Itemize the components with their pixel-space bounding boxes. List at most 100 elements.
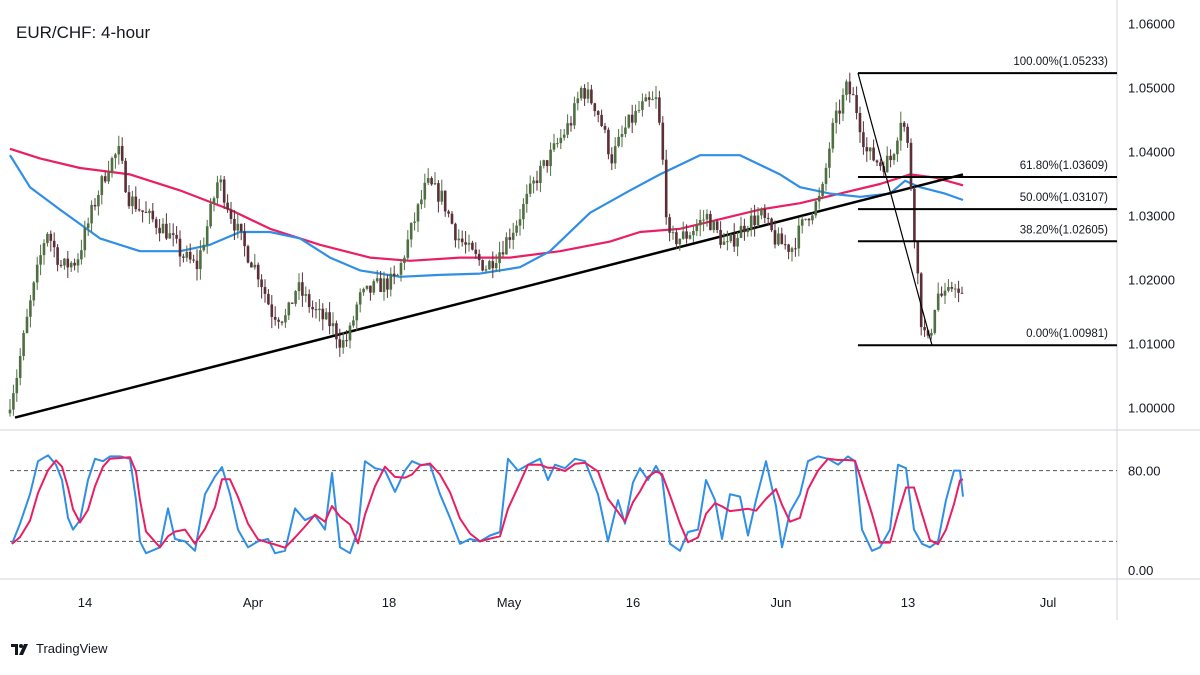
- candle-body: [114, 154, 117, 159]
- candle-body: [508, 237, 512, 240]
- candle-body: [304, 294, 308, 296]
- candle-body: [161, 223, 165, 234]
- candle-body: [311, 307, 314, 310]
- candle-body: [423, 182, 427, 200]
- candle-body: [841, 94, 845, 114]
- candle-body: [930, 332, 933, 336]
- candle-body: [134, 196, 138, 210]
- candle-body: [678, 238, 682, 245]
- candle-body: [372, 281, 376, 293]
- candle-body: [212, 198, 216, 204]
- candle-body: [736, 237, 739, 247]
- candle-body: [777, 233, 780, 245]
- candle-body: [467, 242, 471, 245]
- candle-body: [137, 209, 141, 211]
- candle-body: [117, 146, 121, 155]
- candle-body: [457, 238, 461, 241]
- candle-body: [953, 288, 957, 290]
- candle-body: [165, 223, 168, 239]
- stoch-tick-label: 80.00: [1128, 464, 1161, 479]
- candle-body: [103, 176, 107, 182]
- candle-body: [127, 192, 131, 207]
- candle-body: [940, 293, 943, 296]
- candle-body: [491, 261, 495, 269]
- candle-body: [389, 273, 393, 290]
- candle-body: [834, 110, 838, 123]
- candle-body: [35, 264, 39, 283]
- candle-body: [926, 330, 930, 336]
- candle-body: [943, 290, 947, 296]
- candle-body: [535, 180, 539, 183]
- candle-body: [403, 257, 406, 263]
- candle-body: [498, 252, 501, 264]
- price-tick-label: 1.06000: [1128, 17, 1175, 32]
- candle-body: [913, 188, 916, 242]
- candle-body: [178, 238, 182, 257]
- candle-body: [760, 209, 763, 216]
- candle-body: [800, 219, 804, 226]
- candle-body: [573, 103, 576, 126]
- fib-level-label: 100.00%(1.05233): [1013, 56, 1108, 68]
- candle-body: [324, 312, 328, 320]
- candle-body: [297, 282, 301, 292]
- time-tick-label: 14: [78, 595, 92, 610]
- candle-body: [600, 114, 603, 126]
- candle-body: [630, 114, 634, 123]
- fib-level-label: 38.20%(1.02605): [1020, 224, 1108, 236]
- candle-body: [399, 262, 403, 275]
- candle-body: [549, 149, 552, 167]
- candle-body: [675, 232, 678, 245]
- time-tick-label: 13: [901, 595, 915, 610]
- candle-body: [131, 196, 134, 207]
- candle-body: [301, 282, 304, 296]
- candle-body: [168, 233, 172, 239]
- candle-body: [256, 264, 260, 280]
- price-tick-label: 1.05000: [1128, 81, 1175, 96]
- candle-body: [909, 142, 913, 189]
- candle-body: [875, 160, 879, 163]
- time-tick-labels: 14 Apr 18 May 16 Jun 13 Jul: [78, 595, 1057, 610]
- candle-body: [896, 140, 899, 155]
- candle-body: [328, 312, 331, 327]
- candle-body: [692, 231, 695, 236]
- candle-body: [583, 88, 586, 99]
- candle-body: [773, 230, 777, 245]
- candle-body: [219, 179, 223, 183]
- candle-body: [331, 323, 335, 327]
- candle-body: [539, 165, 542, 183]
- candle-body: [848, 81, 852, 95]
- candle-body: [542, 160, 546, 166]
- candle-body: [824, 167, 828, 184]
- candle-body: [148, 210, 151, 213]
- candle-body: [263, 287, 267, 294]
- candle-body: [838, 110, 841, 114]
- time-tick-label: May: [497, 595, 522, 610]
- candle-body: [253, 264, 257, 268]
- candle-body: [120, 146, 124, 161]
- candle-body: [250, 262, 253, 268]
- candle-body: [658, 97, 661, 123]
- candle-body: [69, 262, 73, 268]
- candle-body: [158, 227, 161, 234]
- candle-body: [66, 258, 70, 268]
- candle-body: [464, 242, 467, 245]
- candle-body: [559, 137, 563, 144]
- candle-body: [715, 221, 719, 230]
- candle-body: [42, 243, 46, 256]
- candle-body: [892, 154, 896, 161]
- time-tick-label: Apr: [243, 595, 264, 610]
- candle-body: [661, 122, 665, 160]
- candle-body: [481, 260, 484, 271]
- tradingview-branding[interactable]: TradingView: [10, 641, 108, 656]
- candle-body: [770, 218, 773, 231]
- candle-body: [749, 215, 753, 230]
- candle-body: [321, 308, 325, 320]
- candle-body: [294, 291, 297, 304]
- candle-body: [532, 180, 535, 184]
- candle-body: [879, 162, 882, 167]
- candle-body: [545, 160, 549, 167]
- fibonacci-retracement: 100.00%(1.05233) 61.80%(1.03609) 50.00%(1.…: [857, 56, 1117, 347]
- candle-body: [185, 251, 189, 258]
- candle-body: [698, 219, 702, 226]
